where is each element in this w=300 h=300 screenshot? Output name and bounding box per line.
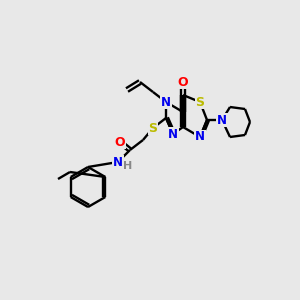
Text: O: O <box>178 76 188 88</box>
Text: O: O <box>115 136 125 148</box>
Text: H: H <box>123 161 133 171</box>
Text: N: N <box>168 128 178 140</box>
Text: N: N <box>217 113 227 127</box>
Text: N: N <box>161 95 171 109</box>
Text: S: S <box>196 95 205 109</box>
Text: N: N <box>113 155 123 169</box>
Text: S: S <box>148 122 158 134</box>
Text: N: N <box>195 130 205 143</box>
